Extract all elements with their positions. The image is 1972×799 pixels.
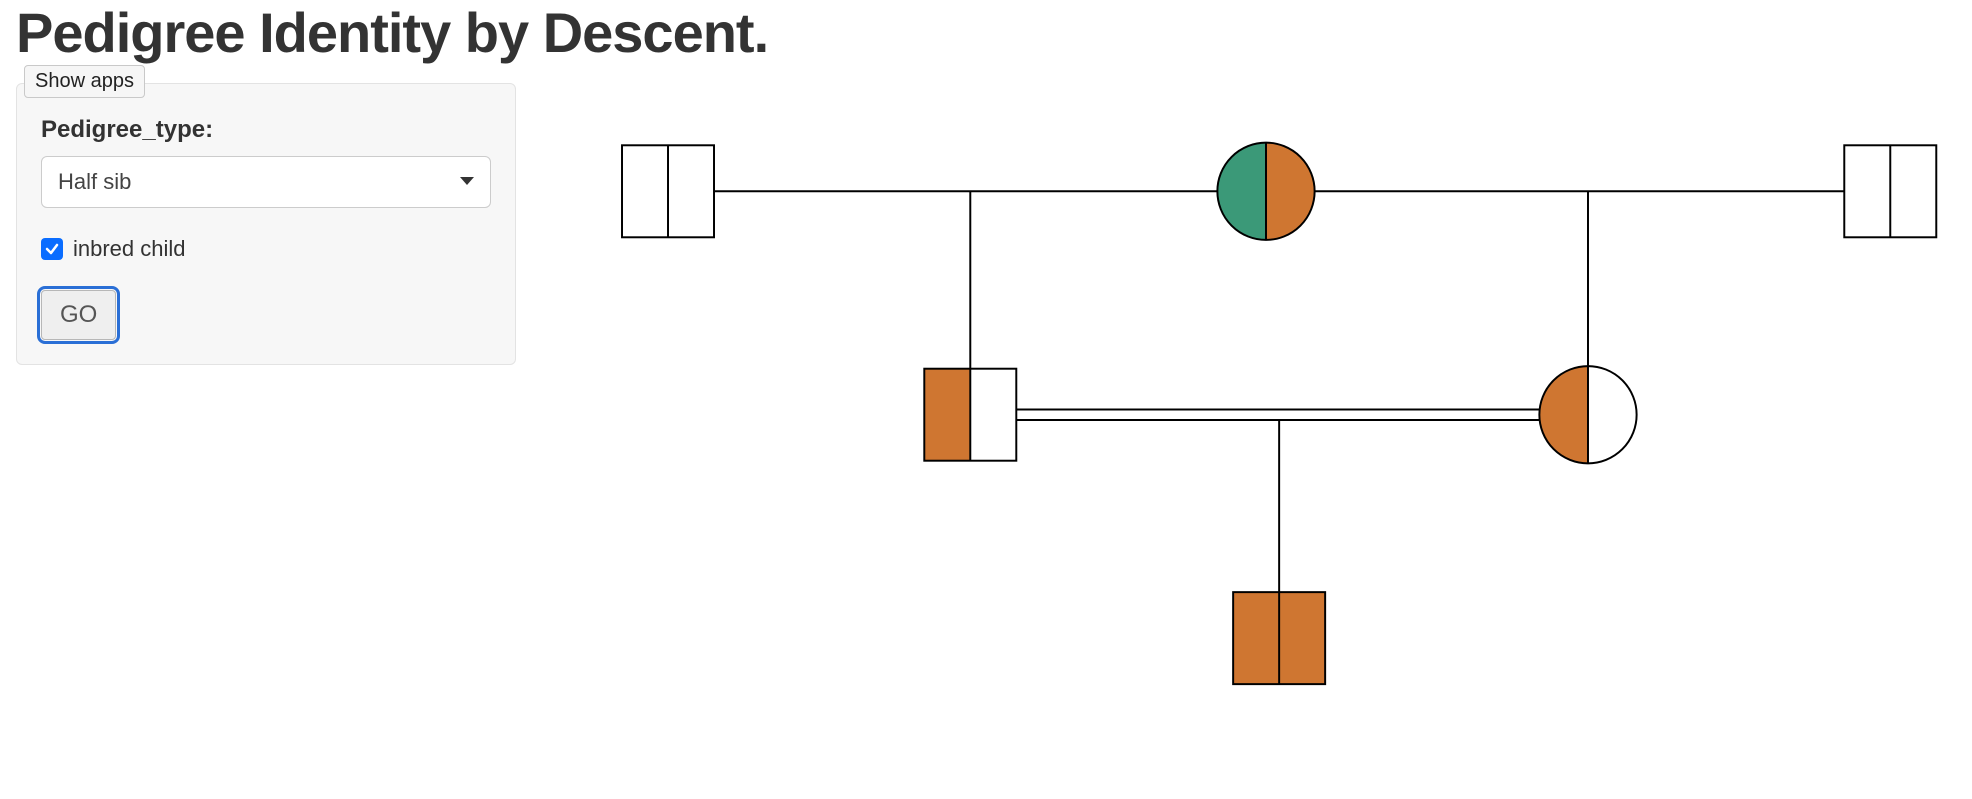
go-button[interactable]: GO	[41, 290, 116, 340]
pedigree-node-p2	[1217, 143, 1314, 240]
show-apps-button[interactable]: Show apps	[24, 65, 145, 98]
inbred-child-label: inbred child	[73, 236, 186, 262]
inbred-child-checkbox[interactable]	[41, 238, 63, 260]
pedigree-node-g1	[1233, 592, 1325, 684]
pedigree-diagram	[576, 73, 1956, 783]
pedigree-type-label: Pedigree_type:	[41, 116, 491, 144]
pedigree-type-select[interactable]: Half sib	[41, 156, 491, 208]
pedigree-node-p1	[622, 145, 714, 237]
pedigree-node-c2	[1539, 366, 1636, 463]
controls-panel: Pedigree_type: Half sib i	[16, 83, 516, 365]
pedigree-node-p3	[1844, 145, 1936, 237]
pedigree-node-c1	[924, 369, 1016, 461]
page-title: Pedigree Identity by Descent.	[16, 0, 1956, 65]
